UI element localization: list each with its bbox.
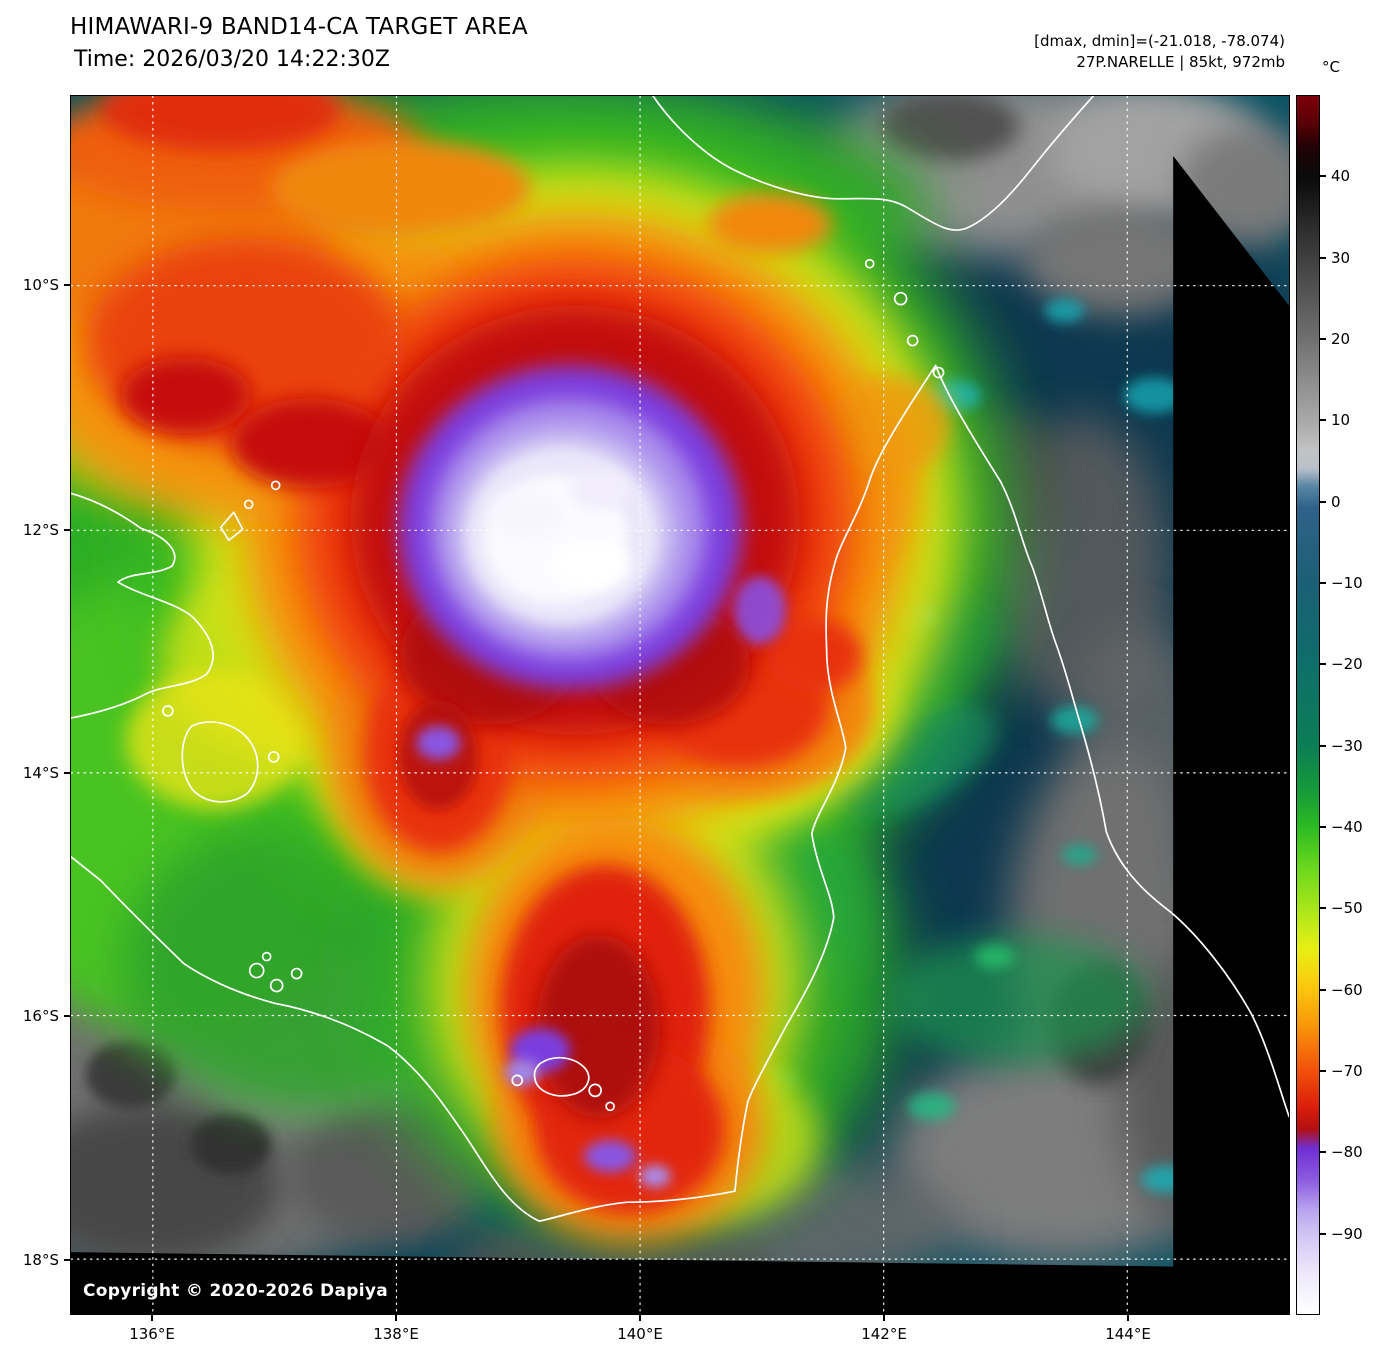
tick-mark — [1320, 338, 1326, 340]
copyright-text: Copyright © 2020-2026 Dapiya — [83, 1281, 388, 1301]
timestamp-line: Time: 2026/03/20 14:22:30Z — [74, 47, 390, 72]
tick-mark — [1320, 1233, 1326, 1235]
tick-mark — [1320, 419, 1326, 421]
tick-mark — [639, 1315, 641, 1321]
tick-mark — [1320, 1070, 1326, 1072]
colorbar-unit-label: °C — [1322, 58, 1340, 76]
graticule-gridlines — [71, 96, 1289, 1314]
tick-mark — [1320, 745, 1326, 747]
tick-mark — [1320, 175, 1326, 177]
scan-edge-black-regions — [71, 155, 1289, 1314]
satellite-image-svg — [71, 96, 1289, 1314]
tick-mark — [151, 1315, 153, 1321]
tick-mark — [1127, 1315, 1129, 1321]
tick-mark — [1320, 907, 1326, 909]
tick-mark — [1320, 257, 1326, 259]
tick-mark — [1320, 663, 1326, 665]
colorbar-tick-labels: 40 30 20 10 0 −10 −20 −30 −40 −50 −60 −7… — [1320, 95, 1388, 1315]
temperature-colorbar — [1296, 95, 1320, 1315]
tick-mark — [64, 1259, 70, 1261]
tick-mark — [64, 1015, 70, 1017]
satellite-map: Copyright © 2020-2026 Dapiya — [70, 95, 1290, 1315]
tick-mark — [1320, 826, 1326, 828]
tick-mark — [1320, 1151, 1326, 1153]
tick-mark — [395, 1315, 397, 1321]
tick-mark — [64, 284, 70, 286]
coastlines — [71, 96, 1289, 1223]
storm-info-readout: 27P.NARELLE | 85kt, 972mb — [1076, 53, 1285, 71]
tick-mark — [883, 1315, 885, 1321]
tick-mark — [64, 529, 70, 531]
tick-mark — [1320, 501, 1326, 503]
dmax-dmin-readout: [dmax, dmin]=(-21.018, -78.074) — [1034, 32, 1285, 50]
tick-mark — [64, 772, 70, 774]
tick-mark — [1320, 582, 1326, 584]
convective-cloud-regions — [71, 96, 1194, 1242]
page-title: HIMAWARI-9 BAND14-CA TARGET AREA — [70, 14, 528, 40]
tick-mark — [1320, 989, 1326, 991]
